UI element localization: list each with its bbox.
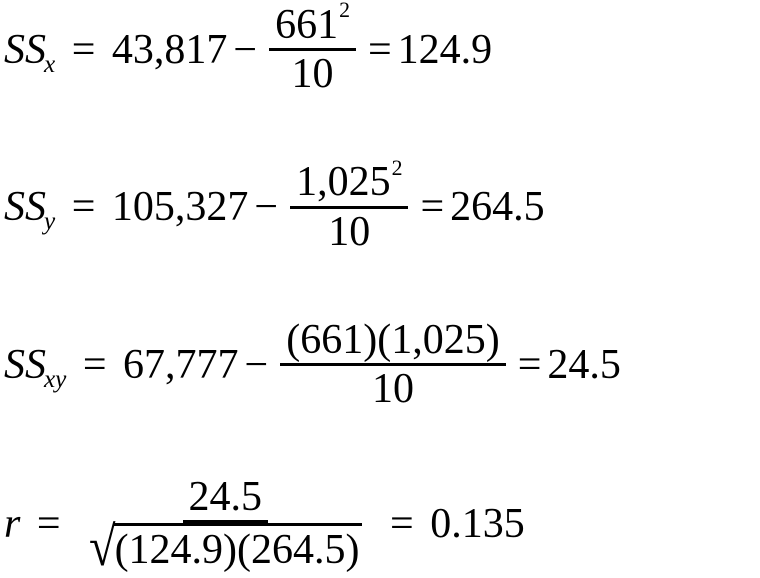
- ssx-num-base: 661: [275, 2, 338, 48]
- ssx-subscript: x: [44, 51, 55, 79]
- equals-1a: =: [61, 26, 106, 74]
- ssy-subscript: y: [44, 208, 55, 236]
- ssx-fraction: 6612 10: [269, 2, 356, 97]
- ssx-term-a: 43,817: [112, 26, 228, 74]
- equals-4a: =: [26, 500, 71, 548]
- equals-2a: =: [61, 183, 106, 231]
- equation-ssx: SS x = 43,817 − 6612 10 = 124.9: [4, 2, 756, 97]
- ssxy-denominator: 10: [366, 366, 420, 412]
- r-rad-fac1: (124.9): [115, 527, 237, 573]
- equals-3b: =: [518, 341, 542, 389]
- ssxy-numerator: (661)(1,025): [280, 317, 505, 366]
- equals-1b: =: [368, 26, 392, 74]
- ssxy-result: 24.5: [547, 341, 621, 389]
- minus-2: −: [254, 183, 278, 231]
- ssxy-symbol: SS: [4, 341, 46, 389]
- ssx-denominator: 10: [286, 51, 340, 97]
- equation-page: SS x = 43,817 − 6612 10 = 124.9 SS y = 1…: [0, 0, 760, 575]
- ssy-fraction: 1,0252 10: [290, 159, 408, 254]
- ssx-num-exp: 2: [339, 0, 350, 22]
- ssx-symbol: SS: [4, 26, 46, 74]
- ssy-result: 264.5: [450, 183, 545, 231]
- minus-1: −: [233, 26, 257, 74]
- equals-4b: =: [380, 500, 425, 548]
- ssy-term-a: 105,327: [112, 183, 249, 231]
- ssy-num-exp: 2: [392, 156, 403, 180]
- ssx-result: 124.9: [398, 26, 493, 74]
- ssy-denominator: 10: [322, 209, 376, 255]
- equals-3a: =: [72, 341, 117, 389]
- ssy-symbol: SS: [4, 183, 46, 231]
- r-numerator: 24.5: [183, 474, 269, 523]
- r-result: 0.135: [430, 500, 525, 548]
- equation-r: r = 24.5 √ (124.9)(264.5) = 0.135: [4, 474, 756, 573]
- ssy-numerator: 1,0252: [290, 159, 408, 208]
- ssy-num-base: 1,025: [296, 159, 391, 205]
- ssx-numerator: 6612: [269, 2, 356, 51]
- r-denominator: √ (124.9)(264.5): [83, 523, 367, 573]
- equals-2b: =: [420, 183, 444, 231]
- ssxy-num-fac1: (661): [286, 317, 377, 363]
- r-radicand: (124.9)(264.5): [113, 523, 362, 572]
- ssxy-term-a: 67,777: [123, 341, 239, 389]
- r-fraction: 24.5 √ (124.9)(264.5): [83, 474, 367, 573]
- r-sqrt: √ (124.9)(264.5): [89, 523, 361, 572]
- r-symbol: r: [4, 500, 20, 548]
- radical-icon: √: [89, 520, 116, 576]
- ssxy-fraction: (661)(1,025) 10: [280, 317, 505, 412]
- ssxy-subscript: xy: [44, 366, 66, 394]
- r-rad-fac2: (264.5): [237, 527, 359, 573]
- equation-ssy: SS y = 105,327 − 1,0252 10 = 264.5: [4, 159, 756, 254]
- minus-3: −: [245, 341, 269, 389]
- ssxy-num-fac2: (1,025): [377, 317, 499, 363]
- equation-ssxy: SS xy = 67,777 − (661)(1,025) 10 = 24.5: [4, 317, 756, 412]
